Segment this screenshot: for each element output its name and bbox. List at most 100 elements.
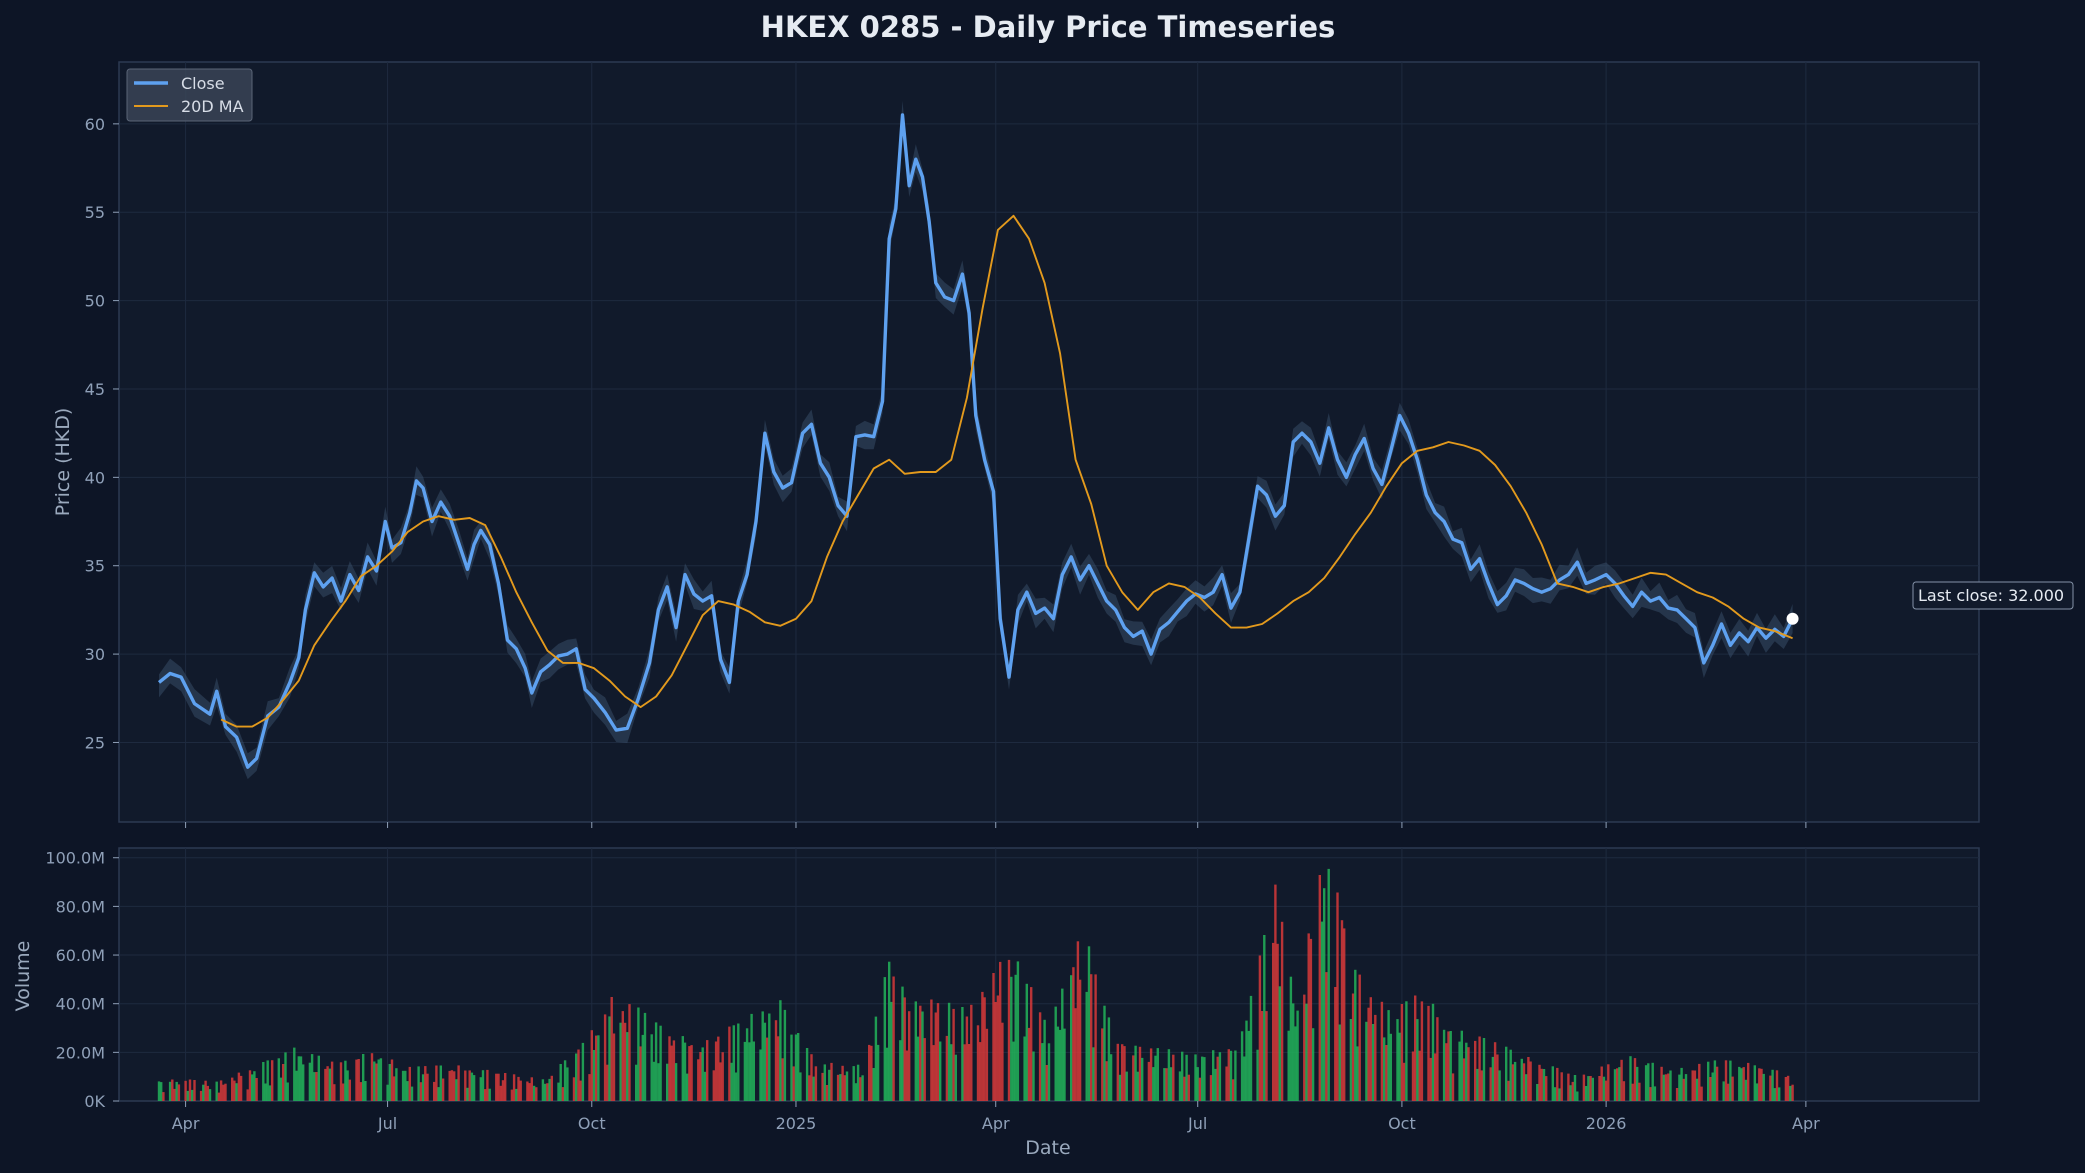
volume-bar (1134, 1045, 1137, 1101)
volume-bar (1649, 1087, 1652, 1101)
volume-bar (1027, 1027, 1031, 1101)
volume-bar (621, 1011, 624, 1101)
volume-bar (1107, 1017, 1111, 1101)
volume-bar (162, 1092, 165, 1101)
x-tick-label-5: Jul (1187, 1114, 1207, 1133)
volume-bar (1400, 1004, 1404, 1101)
volume-bar (1587, 1076, 1590, 1101)
volume-bar (1760, 1068, 1763, 1101)
volume-bar (1582, 1074, 1586, 1101)
volume-bar (1513, 1061, 1517, 1101)
volume-bar (1274, 884, 1277, 1101)
volume-bar (504, 1073, 507, 1101)
volume-bar (1030, 987, 1033, 1101)
volume-bar (1411, 1051, 1415, 1101)
volume-bar (406, 1081, 409, 1101)
volume-bar (286, 1082, 289, 1101)
volume-bar (388, 1064, 391, 1101)
volume-bar (1551, 1066, 1554, 1101)
volume-bar (1540, 1068, 1543, 1101)
volume-bar (1667, 1073, 1670, 1101)
volume-bar (1365, 1021, 1368, 1101)
volume-bar (1636, 1066, 1639, 1101)
volume-bar (1061, 988, 1064, 1101)
volume-bar (1700, 1086, 1703, 1101)
volume-bar (892, 976, 895, 1101)
volume-bar (1436, 1017, 1439, 1101)
volume-bar (765, 1037, 769, 1101)
x-tick-label-0: Apr (172, 1114, 200, 1133)
volume-bar (344, 1060, 347, 1101)
x-tick-label-6: Oct (1388, 1114, 1416, 1133)
volume-bar (1294, 1026, 1297, 1101)
volume-bar (954, 1054, 957, 1101)
volume-bar (1591, 1077, 1594, 1101)
volume-bar (714, 1041, 718, 1101)
volume-bar (1103, 1005, 1106, 1101)
volume-bar (362, 1054, 365, 1101)
volume-bar (253, 1071, 256, 1101)
volume-bar (1598, 1076, 1601, 1101)
volume-bar (439, 1065, 442, 1101)
volume-bar (1480, 1070, 1483, 1101)
volume-bar (1707, 1061, 1710, 1101)
volume-bar (233, 1080, 236, 1101)
volume-bar (1538, 1064, 1541, 1101)
volume-bar (1165, 1068, 1168, 1101)
volume-bar (839, 1074, 842, 1101)
volume-bar (841, 1065, 844, 1101)
close-series-line (157, 113, 1795, 769)
volume-bar (1385, 1045, 1388, 1101)
volume-bar (251, 1074, 254, 1101)
x-tick-label-7: 2026 (1586, 1114, 1627, 1133)
volume-bar (936, 1003, 940, 1101)
volume-tick-label-2: 40.0M (56, 995, 105, 1014)
volume-bar (1016, 961, 1020, 1101)
volume-bar (712, 1070, 715, 1101)
volume-bar (375, 1063, 378, 1101)
volume-bar (1778, 1087, 1781, 1101)
volume-bar (595, 1035, 598, 1101)
volume-bar (390, 1059, 394, 1101)
volume-bar (173, 1088, 176, 1101)
volume-bar (606, 1064, 609, 1101)
volume-bar (1567, 1073, 1570, 1101)
volume-bar (1371, 1024, 1375, 1101)
volume-bar (1498, 1070, 1501, 1101)
volume-grid (119, 848, 1979, 1101)
volume-bar (781, 1058, 784, 1101)
volume-bar (1693, 1070, 1697, 1101)
volume-bar (1396, 1019, 1399, 1101)
volume-bar (890, 1001, 893, 1101)
volume-bar (395, 1068, 398, 1101)
volume-bar (1311, 1028, 1315, 1101)
volume-bar (967, 1044, 971, 1101)
volume-tick-label-3: 60.0M (56, 946, 105, 965)
last-close-annotation: Last close: 32.000 (1912, 581, 2074, 610)
volume-bar (217, 1092, 221, 1101)
volume-bar (1367, 1007, 1370, 1101)
volume-bar (717, 1036, 720, 1101)
volume-bar (728, 1026, 731, 1101)
volume-bar (1445, 1043, 1448, 1101)
volume-bar (1265, 1011, 1268, 1101)
volume-bar (701, 1047, 704, 1101)
volume-bar (683, 1042, 687, 1101)
volume-bar (670, 1045, 673, 1101)
volume-bar (1045, 1065, 1048, 1101)
volume-bar (370, 1053, 374, 1101)
volume-bar (1374, 1014, 1377, 1101)
volume-bar (686, 1073, 689, 1101)
volume-bar (1078, 979, 1082, 1101)
volume-bar (497, 1073, 500, 1101)
volume-bar (1092, 1047, 1095, 1101)
volume-bar (1744, 1079, 1748, 1101)
volume-bar (1762, 1073, 1765, 1101)
volume-bar (919, 1005, 922, 1101)
volume-bar (1156, 1048, 1159, 1101)
volume-bar (1775, 1070, 1779, 1101)
volume-bar (888, 961, 891, 1101)
volume-bar (1682, 1078, 1685, 1101)
volume-bar (808, 1075, 811, 1101)
